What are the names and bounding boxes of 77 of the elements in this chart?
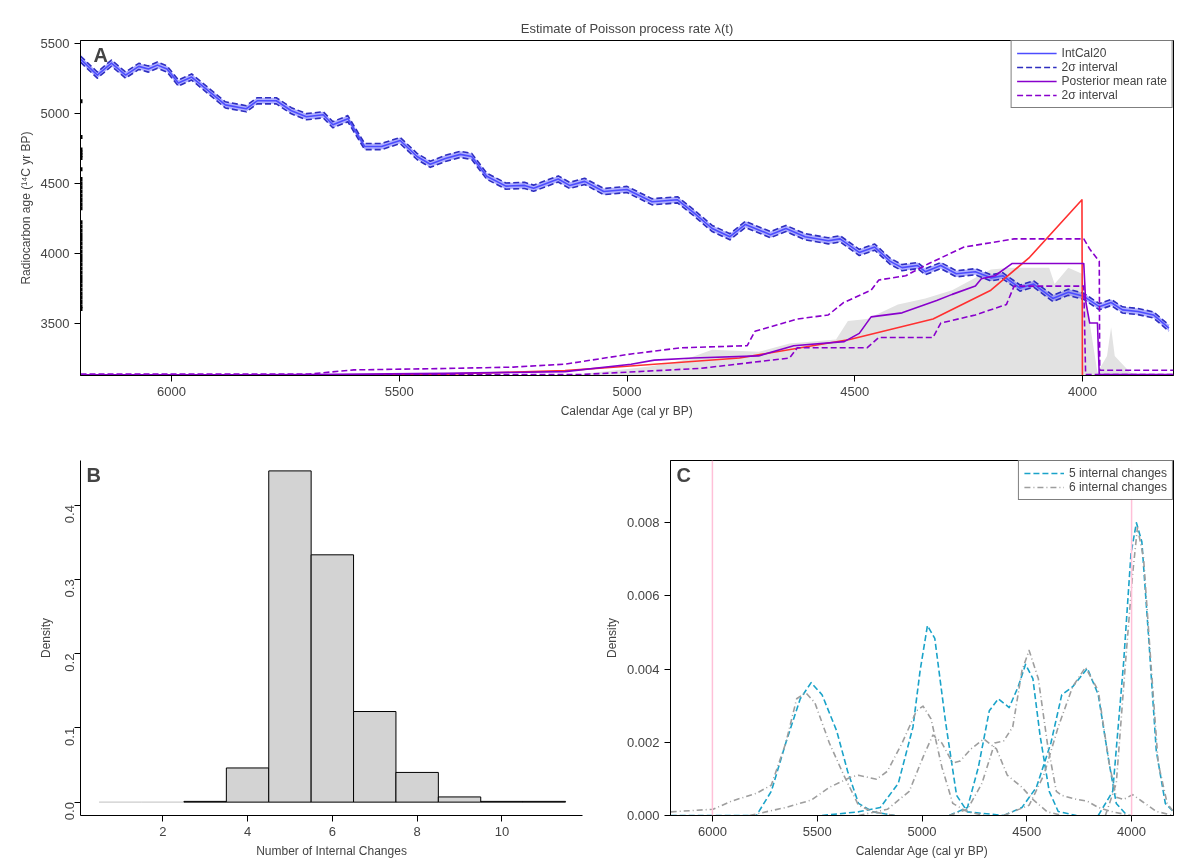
- x-tick-label: 4: [243, 823, 252, 839]
- y-tick-label: 4000: [40, 245, 70, 261]
- x-tick-label: 5000: [612, 383, 642, 399]
- x-tick-label: 5500: [384, 383, 414, 399]
- point: [80, 237, 83, 242]
- legend-label: IntCal20: [1061, 46, 1107, 60]
- x-tick-label: 4000: [1067, 383, 1097, 399]
- legend-label: Posterior mean rate: [1061, 74, 1167, 88]
- point: [80, 241, 83, 246]
- legend-label: 6 internal changes: [1068, 480, 1167, 494]
- point: [80, 197, 83, 202]
- legend-label: 2σ interval: [1061, 60, 1118, 74]
- point: [80, 245, 83, 250]
- point: [80, 253, 83, 258]
- y-axis-title: Radiocarbon age (¹⁴C yr BP): [18, 131, 33, 285]
- point: [80, 291, 83, 296]
- x-tick-label: 6000: [157, 383, 187, 399]
- point: [80, 99, 83, 104]
- legend-label: 2σ interval: [1061, 88, 1118, 102]
- point: [80, 193, 83, 198]
- x-tick-label: 4000: [1117, 823, 1147, 839]
- y-tick-label: 0.0: [62, 802, 77, 821]
- x-tick-label: 5000: [907, 823, 937, 839]
- x-tick-label: 4500: [1012, 823, 1042, 839]
- point: [80, 220, 83, 225]
- point: [80, 228, 83, 233]
- x-tick-label: 6: [328, 823, 336, 839]
- x-tick-label: 10: [494, 823, 510, 839]
- y-tick-label: 0.008: [626, 515, 660, 531]
- y-tick-label: 0.2: [62, 653, 77, 672]
- point: [80, 287, 83, 292]
- point: [80, 249, 83, 254]
- point: [80, 258, 83, 263]
- point: [80, 279, 83, 284]
- y-tick-label: 0.4: [62, 505, 77, 524]
- x-tick-label: 2: [159, 823, 167, 839]
- point: [80, 262, 83, 267]
- x-tick-label: 6000: [697, 823, 727, 839]
- annotation: C: [676, 464, 691, 487]
- point: [80, 176, 83, 181]
- point: [80, 266, 83, 271]
- y-tick-label: 0.006: [626, 588, 660, 604]
- point: [80, 224, 83, 229]
- point: [80, 206, 83, 211]
- y-axis-title: Density: [38, 617, 53, 659]
- y-axis-title: Density: [604, 617, 619, 659]
- point: [80, 135, 83, 140]
- y-tick-label: 0.004: [626, 661, 660, 677]
- annotation: A: [93, 43, 109, 66]
- x-tick-label: 4500: [840, 383, 870, 399]
- x-tick-label: 8: [413, 823, 421, 839]
- point: [80, 202, 83, 207]
- x-tick-label: 5500: [802, 823, 832, 839]
- y-tick-label: 4500: [40, 175, 70, 191]
- y-tick-label: 0.3: [62, 579, 77, 598]
- point: [80, 283, 83, 288]
- legend-label: 5 internal changes: [1068, 466, 1167, 480]
- point: [80, 300, 83, 305]
- y-tick-label: 0.002: [626, 734, 660, 750]
- y-tick-label: 5500: [40, 35, 70, 51]
- point: [80, 270, 83, 275]
- point: [80, 274, 83, 279]
- annotation: B: [86, 464, 101, 487]
- point: [80, 167, 83, 172]
- point: [80, 232, 83, 237]
- point: [80, 181, 83, 186]
- point: [80, 295, 83, 300]
- point: [80, 189, 83, 194]
- y-tick-label: 0.1: [62, 727, 77, 746]
- point: [80, 185, 83, 190]
- x-axis-title: Number of Internal Changes: [256, 843, 407, 858]
- x-axis-title: Calendar Age (cal yr BP): [560, 403, 693, 418]
- y-tick-label: 0.000: [626, 808, 660, 823]
- x-axis-title: Calendar Age (cal yr BP): [855, 843, 988, 858]
- y-tick-label: 5000: [40, 105, 70, 121]
- y-tick-label: 3500: [40, 315, 70, 331]
- chart-title: Estimate of Poisson process rate λ(t): [520, 20, 734, 36]
